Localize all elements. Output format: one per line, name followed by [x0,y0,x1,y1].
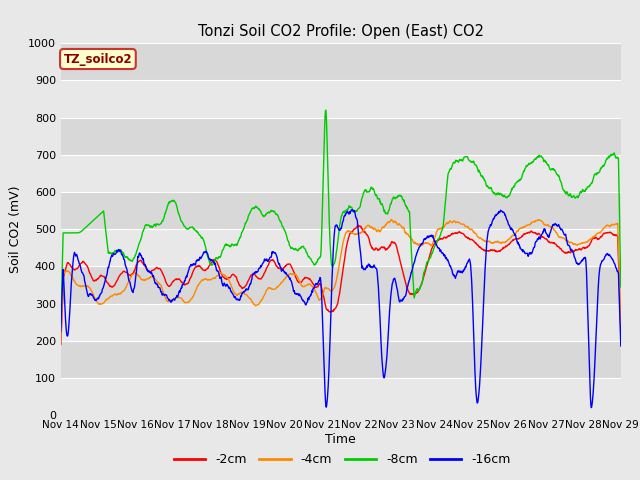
Bar [61,192,621,229]
Bar [61,80,621,118]
Bar [61,266,621,304]
Text: TZ_soilco2: TZ_soilco2 [63,52,132,65]
Bar [61,341,621,378]
X-axis label: Time: Time [325,433,356,446]
Bar [61,155,621,192]
Bar [61,229,621,266]
Title: Tonzi Soil CO2 Profile: Open (East) CO2: Tonzi Soil CO2 Profile: Open (East) CO2 [198,24,484,39]
Bar [61,43,621,80]
Bar [61,378,621,415]
Y-axis label: Soil CO2 (mV): Soil CO2 (mV) [10,185,22,273]
Legend: -2cm, -4cm, -8cm, -16cm: -2cm, -4cm, -8cm, -16cm [169,448,516,471]
Bar [61,118,621,155]
Bar [61,303,621,341]
